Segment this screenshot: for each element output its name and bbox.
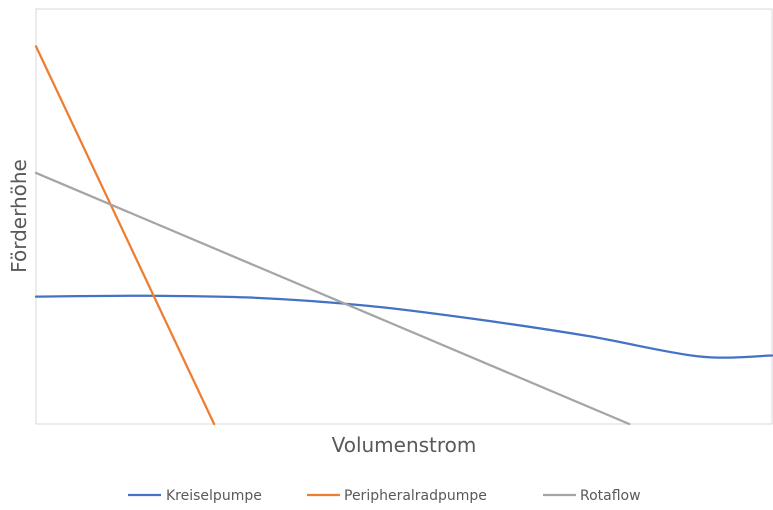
x-axis-title: Volumenstrom	[332, 433, 477, 457]
legend: Kreiselpumpe Peripheralradpumpe Rotaflow	[128, 488, 641, 504]
y-axis-title: Förderhöhe	[7, 159, 31, 273]
legend-label-kreiselpumpe: Kreiselpumpe	[166, 488, 262, 504]
series-line-peripheralradpumpe	[34, 45, 216, 426]
series-line-rotaflow	[34, 171, 631, 426]
legend-label-rotaflow: Rotaflow	[580, 488, 641, 504]
legend-label-peripheralradpumpe: Peripheralradpumpe	[344, 488, 487, 504]
series-layer	[34, 45, 773, 426]
plot-area-border	[35, 8, 773, 425]
